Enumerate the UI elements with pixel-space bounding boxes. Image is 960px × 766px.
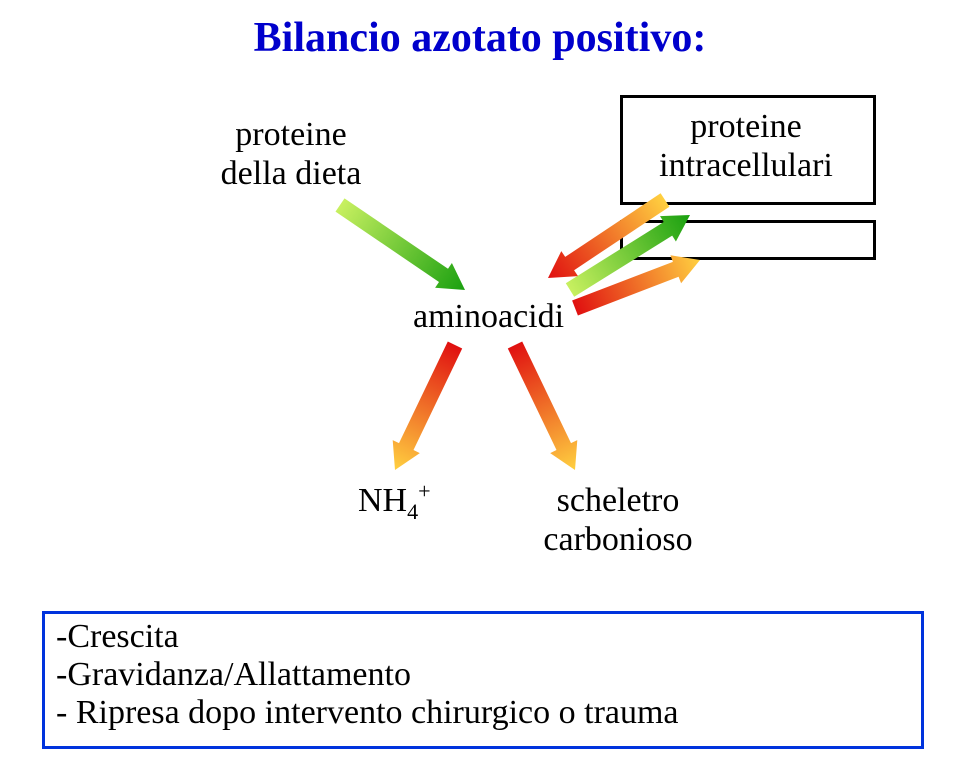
label-skeleton-line1: scheletro [557, 482, 680, 519]
arrow-diet-to-amino [336, 198, 466, 290]
arrow-amino-to-skeleton [508, 342, 578, 471]
label-diet: proteine della dieta [206, 115, 376, 193]
label-diet-line1: proteine [235, 116, 346, 153]
bottom-list: -Crescita -Gravidanza/Allattamento - Rip… [56, 618, 679, 732]
label-skeleton: scheletro carbonioso [528, 481, 708, 559]
nh4-sup: + [418, 479, 430, 504]
label-skeleton-line2: carbonioso [543, 521, 692, 558]
label-intracell: proteine intracellulari [646, 107, 846, 185]
nh4-base: NH [358, 482, 407, 519]
label-aminoacidi: aminoacidi [413, 297, 564, 336]
bottom-item-2: - Ripresa dopo intervento chirurgico o t… [56, 694, 679, 732]
arrow-amino-to-box [572, 255, 700, 315]
label-intracell-line1: proteine [690, 108, 801, 145]
nh4-sub: 4 [407, 499, 418, 524]
blank-box [620, 220, 876, 260]
page-title: Bilancio azotato positivo: [0, 14, 960, 62]
label-nh4: NH4+ [358, 481, 431, 520]
arrow-amino-to-nh4 [393, 342, 463, 471]
diagram-stage: Bilancio azotato positivo: proteine dell… [0, 0, 960, 766]
bottom-item-1: -Gravidanza/Allattamento [56, 656, 679, 694]
bottom-item-0: -Crescita [56, 618, 679, 656]
label-diet-line2: della dieta [221, 155, 362, 192]
label-intracell-line2: intracellulari [659, 147, 833, 184]
